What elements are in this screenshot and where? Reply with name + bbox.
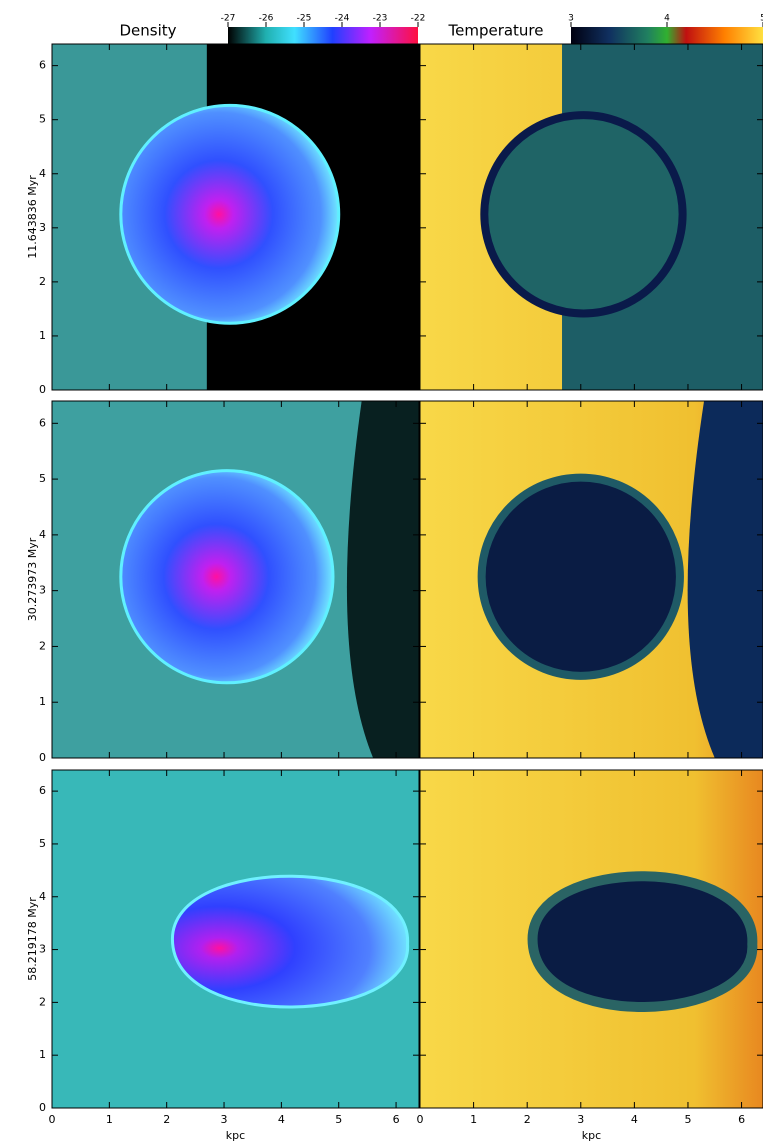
colorbar-tick-label: -26 bbox=[259, 14, 274, 24]
y-tick-label: 2 bbox=[39, 275, 46, 288]
cloud bbox=[119, 469, 335, 685]
panel bbox=[420, 770, 763, 1108]
void bbox=[346, 401, 419, 758]
panel bbox=[420, 401, 763, 758]
frame bbox=[51, 43, 420, 391]
y-tick-label: 6 bbox=[39, 59, 46, 72]
y-tick-label: 5 bbox=[39, 472, 46, 485]
colorbar-tick-label: 5 bbox=[760, 14, 763, 24]
y-tick-label: 4 bbox=[39, 167, 46, 180]
y-tick-label: 0 bbox=[39, 1101, 46, 1114]
y-tick-label: 6 bbox=[39, 416, 46, 429]
x-tick-label: 1 bbox=[470, 1113, 477, 1126]
colorbar-tick-label: -23 bbox=[373, 14, 388, 24]
x-tick-label: 6 bbox=[738, 1113, 745, 1126]
x-tick-label: 0 bbox=[49, 1113, 56, 1126]
x-axis-label: kpc bbox=[582, 1129, 601, 1142]
y-tick-label: 4 bbox=[39, 890, 46, 903]
colorbar-title: Density bbox=[119, 22, 176, 40]
y-tick-label: 2 bbox=[39, 639, 46, 652]
x-tick-label: 2 bbox=[163, 1113, 170, 1126]
x-tick-label: 5 bbox=[684, 1113, 691, 1126]
cloud bbox=[527, 871, 758, 1012]
x-tick-label: 4 bbox=[278, 1113, 285, 1126]
y-tick-label: 1 bbox=[39, 695, 46, 708]
cloud bbox=[170, 874, 410, 1009]
frame bbox=[419, 400, 763, 759]
colorbar-tick-label: -22 bbox=[411, 14, 426, 24]
cloud bbox=[480, 111, 687, 318]
x-axis-label: kpc bbox=[226, 1129, 245, 1142]
x-tick-label: 1 bbox=[106, 1113, 113, 1126]
colorbar-tick-label: 4 bbox=[664, 14, 670, 24]
x-tick-label: 4 bbox=[631, 1113, 638, 1126]
cloud bbox=[477, 473, 684, 680]
frame bbox=[51, 769, 420, 1109]
y-tick-label: 5 bbox=[39, 837, 46, 850]
colorbar bbox=[571, 27, 763, 44]
x-tick-label: 2 bbox=[524, 1113, 531, 1126]
frame bbox=[419, 769, 763, 1109]
colorbar-tick-label: -27 bbox=[221, 14, 236, 24]
y-tick-label: 1 bbox=[39, 329, 46, 342]
panel bbox=[52, 770, 419, 1108]
y-tick-label: 3 bbox=[39, 221, 46, 234]
colorbar-tick-label: -24 bbox=[335, 14, 350, 24]
cold bbox=[687, 401, 763, 758]
frame bbox=[51, 400, 420, 759]
colorbar-title: Temperature bbox=[447, 22, 543, 40]
y-tick-label: 0 bbox=[39, 383, 46, 396]
row-label: 30.273973 Myr bbox=[26, 537, 39, 621]
y-tick-label: 5 bbox=[39, 113, 46, 126]
x-tick-label: 0 bbox=[417, 1113, 424, 1126]
y-tick-label: 3 bbox=[39, 584, 46, 597]
y-tick-label: 3 bbox=[39, 943, 46, 956]
y-tick-label: 2 bbox=[39, 995, 46, 1008]
x-tick-label: 3 bbox=[577, 1113, 584, 1126]
panel bbox=[52, 401, 419, 758]
colorbar bbox=[228, 27, 418, 44]
y-tick-label: 1 bbox=[39, 1048, 46, 1061]
frame bbox=[419, 43, 763, 391]
row-label: 11.643836 Myr bbox=[26, 175, 39, 259]
x-tick-label: 3 bbox=[221, 1113, 228, 1126]
x-tick-label: 5 bbox=[335, 1113, 342, 1126]
y-tick-label: 4 bbox=[39, 528, 46, 541]
y-tick-label: 0 bbox=[39, 751, 46, 764]
x-tick-label: 6 bbox=[393, 1113, 400, 1126]
row-label: 58.219178 Myr bbox=[26, 897, 39, 981]
colorbar-tick-label: -25 bbox=[297, 14, 312, 24]
panel bbox=[52, 44, 419, 390]
y-tick-label: 6 bbox=[39, 784, 46, 797]
panel bbox=[420, 44, 763, 390]
cloud bbox=[119, 103, 341, 325]
colorbar-tick-label: 3 bbox=[568, 14, 574, 24]
